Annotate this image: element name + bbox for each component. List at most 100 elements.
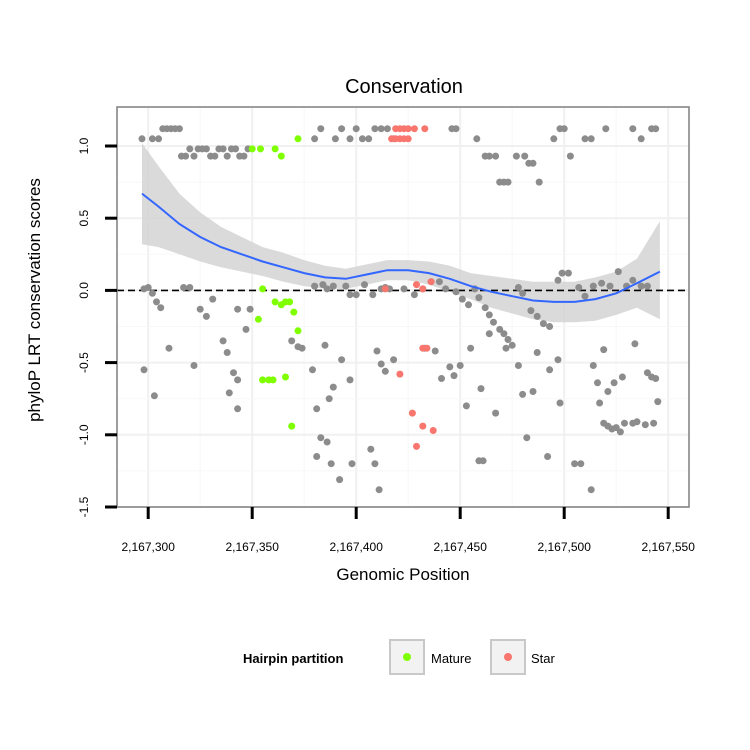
data-point-other — [554, 356, 562, 364]
data-point-other — [367, 445, 375, 453]
data-point-other — [529, 159, 537, 167]
data-point-other — [533, 312, 541, 320]
data-point-other — [298, 344, 306, 352]
data-point-star — [413, 281, 420, 289]
data-point-other — [529, 388, 537, 395]
x-tick-label: 2,167,350 — [226, 540, 280, 554]
y-tick-label: -0.5 — [77, 352, 91, 373]
data-point-mature — [282, 373, 289, 381]
data-point-other — [473, 135, 481, 143]
x-axis: 2,167,300 2,167,350 2,167,400 2,167,450 2,16… — [122, 507, 695, 554]
legend-label-star: Star — [531, 651, 556, 666]
data-point-other — [311, 282, 319, 290]
data-point-other — [336, 476, 344, 484]
data-point-other — [373, 347, 381, 355]
data-point-other — [462, 402, 470, 410]
data-point-other — [633, 418, 641, 426]
data-point-other — [450, 372, 458, 380]
data-point-other — [492, 409, 500, 417]
x-tick-label: 2,167,300 — [122, 540, 176, 554]
data-point-other — [311, 135, 319, 143]
data-point-other — [504, 336, 512, 343]
data-point-star — [423, 344, 431, 352]
data-point-other — [652, 375, 660, 382]
data-point-other — [371, 460, 379, 468]
data-point-other — [202, 145, 210, 153]
data-point-star — [419, 285, 427, 293]
data-point-other — [323, 438, 331, 446]
smooth-line-group — [141, 192, 661, 303]
data-point-other — [589, 362, 597, 369]
data-point-other — [317, 125, 325, 133]
data-point-other — [571, 460, 579, 468]
data-point-other — [327, 460, 335, 468]
data-point-other — [535, 178, 543, 186]
series-star — [381, 125, 437, 450]
data-point-other — [323, 285, 331, 293]
y-tick-label: 1.0 — [77, 137, 91, 154]
data-point-other — [377, 360, 385, 368]
data-point-other — [138, 135, 146, 143]
legend-title: Hairpin partition — [243, 651, 343, 666]
legend-label-mature: Mature — [431, 651, 471, 666]
data-point-other — [209, 295, 217, 303]
y-axis: -1.5 -1.0 -0.5 0.0 0.5 1.0 — [77, 137, 117, 517]
data-point-other — [456, 362, 464, 369]
data-point-other — [481, 304, 489, 312]
data-point-other — [458, 295, 466, 303]
data-point-other — [523, 434, 531, 442]
data-point-other — [502, 344, 510, 352]
data-point-other — [338, 125, 346, 133]
data-point-other — [616, 428, 624, 436]
y-tick-label: 0.0 — [77, 282, 91, 299]
data-point-other — [446, 363, 454, 371]
data-point-other — [485, 311, 493, 319]
data-point-mature — [277, 152, 285, 160]
data-point-other — [652, 125, 660, 133]
data-point-other — [600, 346, 608, 354]
data-point-other — [325, 395, 333, 403]
data-point-other — [581, 292, 589, 300]
data-point-other — [329, 383, 337, 391]
data-point-other — [594, 379, 601, 387]
data-point-star — [427, 278, 435, 286]
data-point-other — [321, 341, 329, 349]
data-point-other — [165, 344, 173, 352]
data-point-other — [558, 269, 566, 277]
data-point-other — [202, 312, 210, 320]
data-point-other — [186, 145, 194, 153]
data-point-other — [546, 323, 554, 330]
data-point-other — [465, 301, 472, 309]
data-point-other — [596, 399, 604, 407]
data-point-other — [589, 282, 597, 290]
x-tick-label: 2,167,400 — [330, 540, 384, 554]
data-point-star — [419, 422, 427, 430]
data-point-mature — [259, 376, 267, 384]
data-point-other — [153, 298, 160, 306]
data-point-other — [514, 284, 522, 291]
data-point-other — [410, 291, 418, 299]
data-point-other — [492, 152, 500, 160]
data-point-other — [381, 367, 389, 375]
data-point-other — [550, 135, 558, 143]
smooth-trend-line — [141, 192, 661, 303]
confidence-band-area — [142, 143, 660, 323]
data-point-other — [556, 399, 564, 407]
data-point-other — [288, 337, 296, 345]
data-point-other — [390, 356, 398, 364]
data-point-other — [519, 390, 527, 398]
data-point-other — [650, 419, 658, 427]
data-point-other — [452, 125, 460, 133]
data-point-other — [438, 375, 445, 382]
data-point-other — [242, 325, 250, 333]
data-point-other — [234, 305, 242, 313]
data-point-other — [485, 152, 493, 160]
chart-title: Conservation — [345, 76, 463, 98]
x-tick-label: 2,167,500 — [538, 540, 592, 554]
data-point-other — [479, 457, 487, 465]
data-point-other — [346, 376, 354, 384]
data-point-other — [442, 285, 450, 293]
data-point-other — [400, 285, 408, 293]
data-point-other — [629, 276, 637, 284]
